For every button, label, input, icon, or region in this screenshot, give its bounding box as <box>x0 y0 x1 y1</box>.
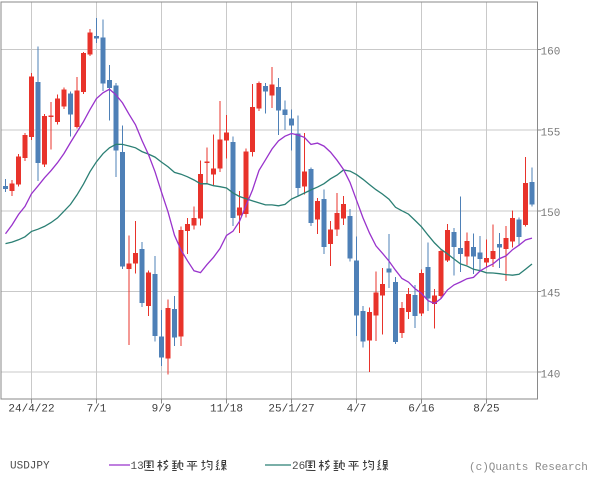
svg-text:155: 155 <box>541 127 561 139</box>
svg-text:USDJPY: USDJPY <box>10 461 50 473</box>
svg-text:140: 140 <box>541 369 561 381</box>
svg-text:150: 150 <box>541 208 561 220</box>
svg-text:24/4/22: 24/4/22 <box>8 404 54 416</box>
svg-text:4/7: 4/7 <box>347 404 367 416</box>
svg-text:6/16: 6/16 <box>408 404 434 416</box>
svg-text:160: 160 <box>541 47 561 59</box>
svg-text:8/25: 8/25 <box>473 404 499 416</box>
svg-text:25/1/27: 25/1/27 <box>268 404 314 416</box>
svg-text:7/1: 7/1 <box>87 404 107 416</box>
svg-text:26: 26 <box>292 461 305 473</box>
svg-text:13: 13 <box>131 461 144 473</box>
svg-text:11/18: 11/18 <box>210 404 243 416</box>
svg-text:(c)Quants Research: (c)Quants Research <box>469 462 588 474</box>
svg-text:9/9: 9/9 <box>152 404 172 416</box>
svg-text:145: 145 <box>541 289 561 301</box>
